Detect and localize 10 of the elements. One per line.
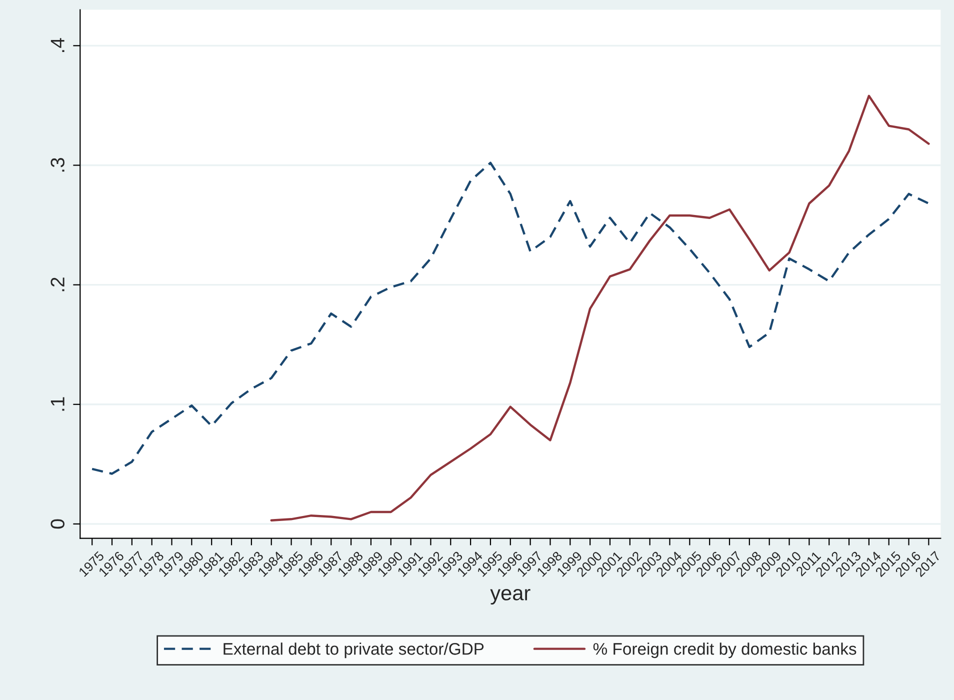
y-tick-label: .2 bbox=[50, 278, 64, 292]
x-axis-title: year bbox=[490, 589, 530, 605]
y-tick-label: 0 bbox=[50, 519, 64, 529]
line-series bbox=[90, 162, 930, 475]
y-tick-label: .4 bbox=[50, 38, 64, 52]
y-tick-label: .1 bbox=[50, 397, 64, 411]
legend-label: External debt to private sector/GDP bbox=[224, 642, 484, 658]
legend-label: % Foreign credit by domestic banks bbox=[593, 642, 856, 658]
y-tick-label: .3 bbox=[50, 158, 64, 172]
line-series bbox=[270, 94, 930, 522]
